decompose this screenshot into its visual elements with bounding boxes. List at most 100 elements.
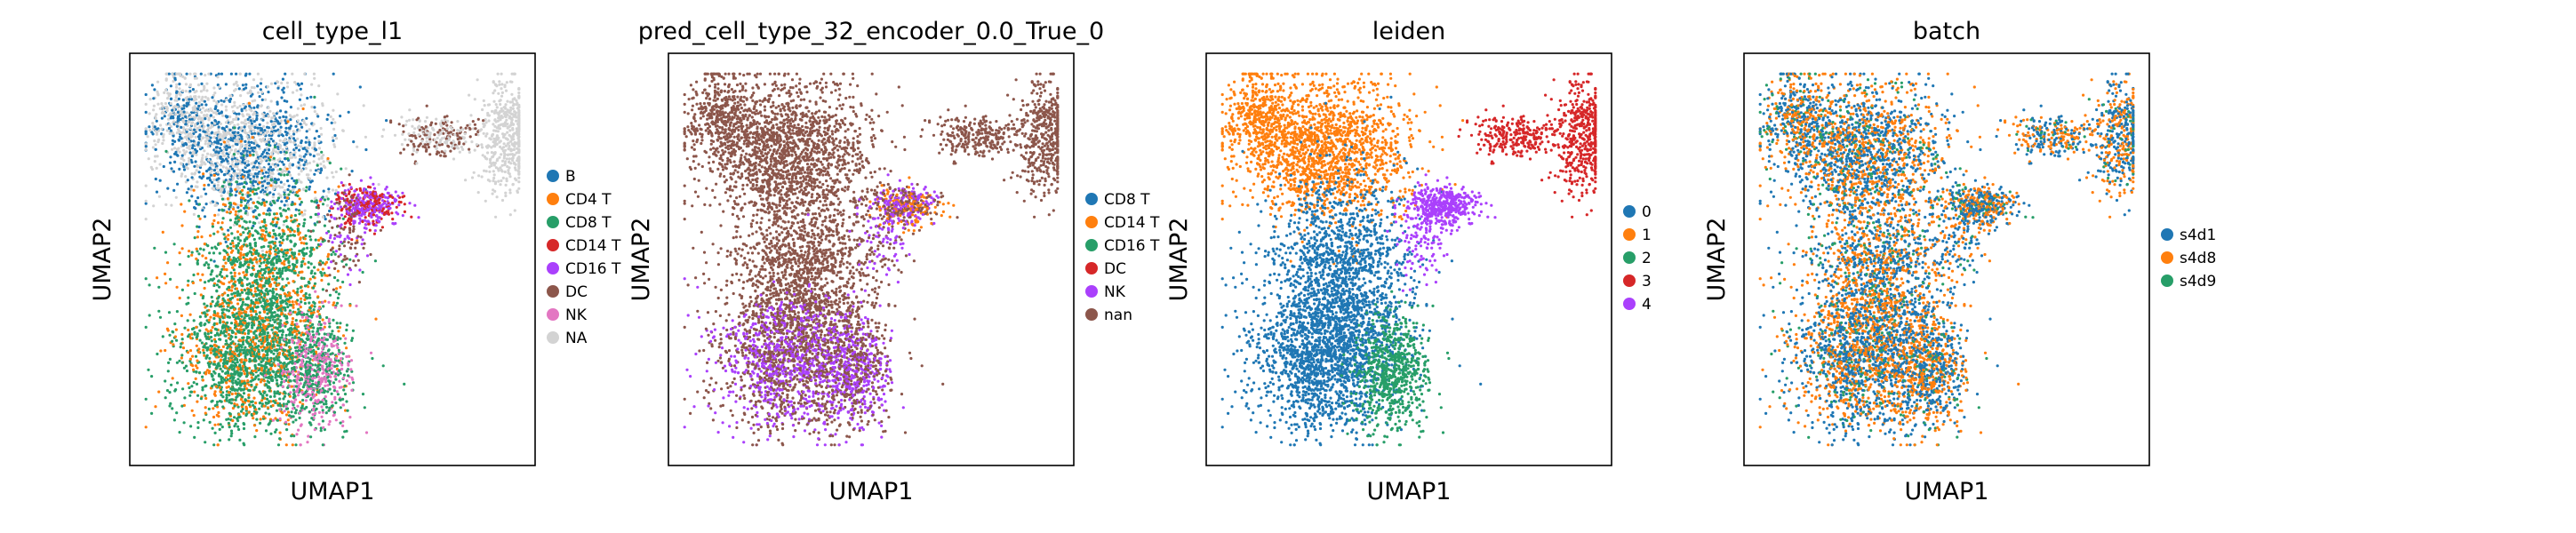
data-point: [225, 145, 228, 147]
data-point: [330, 253, 332, 256]
data-point: [332, 176, 334, 179]
data-point: [304, 210, 307, 212]
data-point: [216, 187, 219, 189]
data-point: [211, 296, 213, 298]
data-point: [186, 147, 188, 149]
data-point: [155, 113, 157, 115]
data-point: [219, 190, 221, 193]
data-point: [208, 408, 211, 410]
data-point: [277, 283, 280, 286]
data-point: [240, 373, 243, 376]
data-point: [264, 411, 267, 414]
data-point: [255, 318, 258, 321]
data-point: [180, 75, 182, 77]
data-point: [241, 189, 244, 192]
data-point: [252, 147, 255, 149]
data-point: [180, 131, 183, 134]
data-point: [227, 139, 229, 142]
data-point: [165, 73, 168, 76]
data-point: [163, 91, 165, 94]
data-point: [300, 286, 302, 289]
data-point: [232, 382, 235, 385]
data-point: [290, 214, 292, 217]
data-point: [221, 185, 224, 187]
data-point: [259, 311, 261, 314]
data-point: [324, 225, 326, 227]
data-point: [189, 337, 192, 339]
data-point: [273, 157, 276, 160]
data-point: [180, 163, 183, 165]
data-point: [162, 335, 164, 338]
data-point: [225, 351, 228, 354]
data-point: [330, 115, 332, 118]
data-point: [292, 130, 295, 132]
data-point: [300, 145, 302, 147]
data-point: [296, 191, 299, 194]
data-point: [308, 128, 311, 131]
data-point: [252, 417, 254, 419]
data-point: [216, 76, 219, 78]
data-point: [166, 187, 169, 190]
data-point: [283, 260, 285, 263]
data-point: [268, 362, 270, 365]
data-point: [314, 137, 316, 139]
data-point: [253, 132, 256, 135]
data-point: [223, 300, 226, 303]
data-point: [188, 140, 190, 143]
data-point: [271, 329, 274, 331]
data-point: [260, 342, 263, 345]
data-point: [232, 110, 235, 113]
data-point: [261, 119, 264, 122]
data-point: [289, 154, 292, 156]
data-point: [225, 121, 228, 123]
data-point: [257, 73, 260, 76]
data-point: [273, 233, 276, 235]
data-point: [180, 224, 183, 227]
data-point: [208, 357, 211, 360]
data-point: [204, 315, 207, 318]
data-point: [211, 375, 213, 378]
data-point: [159, 107, 162, 110]
data-point: [220, 99, 222, 102]
data-point: [307, 266, 309, 269]
data-point: [190, 185, 193, 187]
data-point: [258, 196, 260, 199]
data-point: [246, 252, 249, 255]
data-point: [181, 362, 184, 364]
data-point: [280, 381, 283, 384]
data-point: [199, 218, 202, 220]
data-point: [194, 105, 196, 107]
data-point: [164, 102, 167, 105]
data-point: [180, 126, 182, 129]
data-point: [246, 336, 249, 338]
data-point: [213, 91, 216, 94]
data-point: [230, 430, 233, 433]
data-point: [179, 297, 181, 299]
data-point: [287, 171, 290, 173]
data-point: [205, 261, 208, 264]
data-point: [225, 99, 228, 101]
data-point: [177, 119, 180, 122]
data-point: [213, 174, 216, 177]
data-point: [230, 289, 233, 291]
data-point: [197, 105, 200, 107]
data-point: [180, 137, 183, 139]
data-point: [191, 355, 194, 358]
data-point: [210, 161, 212, 163]
data-point: [286, 188, 289, 191]
data-point: [224, 372, 227, 375]
data-point: [284, 196, 286, 199]
data-point: [235, 73, 237, 76]
data-point: [194, 108, 196, 111]
data-point: [173, 161, 176, 163]
data-point: [219, 273, 221, 275]
data-point: [220, 275, 223, 278]
data-point: [294, 214, 297, 217]
data-point: [268, 213, 271, 216]
data-point: [303, 314, 306, 316]
data-point: [181, 156, 184, 159]
data-point: [206, 309, 209, 312]
data-point: [236, 206, 239, 209]
data-point: [163, 165, 165, 168]
data-point: [207, 263, 210, 266]
